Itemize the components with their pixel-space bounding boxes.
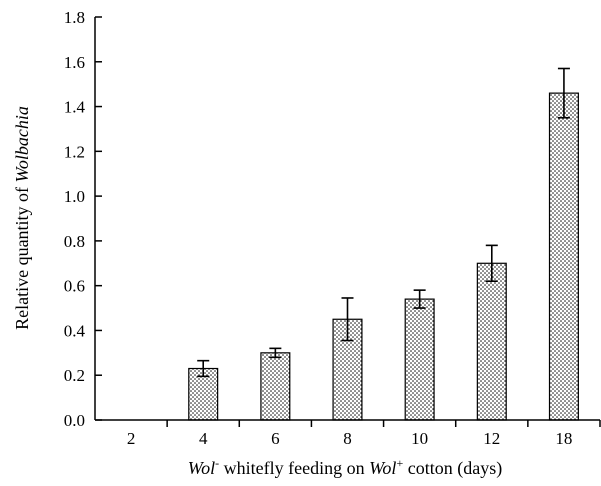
y-tick-label: 1.4: [64, 98, 86, 117]
bar: [548, 92, 579, 421]
x-tick-label: 2: [127, 429, 136, 448]
y-tick-label: 1.2: [64, 142, 85, 161]
x-axis-title-mid: whitefly feeding on: [219, 458, 369, 478]
y-tick-label: 1.0: [64, 187, 85, 206]
x-axis-title-sup2: +: [396, 456, 403, 470]
y-axis: 0.0 0.2 0.4 0.6 0.8 1.0 1.2 1.4 1.6 1.8: [64, 8, 102, 430]
x-axis-title-sup1: -: [215, 456, 219, 470]
y-tick-label: 0.8: [64, 232, 85, 251]
x-axis: 2 4 6 8 10 12 18: [95, 419, 601, 448]
x-axis-title: Wol- whitefly feeding on Wol+ cotton (da…: [188, 456, 502, 479]
y-axis-title-italic: Wolbachia: [12, 106, 32, 182]
x-tick-label: 4: [199, 429, 208, 448]
bars-group: [188, 92, 579, 421]
x-axis-title-italic1: Wol: [188, 458, 215, 478]
error-bars-group: [197, 67, 570, 378]
y-axis-title-prefix: Relative quantity of: [12, 182, 32, 329]
y-tick-label: 0.2: [64, 366, 85, 385]
x-tick-label: 18: [555, 429, 572, 448]
x-tick-label: 8: [343, 429, 352, 448]
x-axis-title-suffix: cotton (days): [403, 458, 502, 479]
y-tick-label: 0.0: [64, 411, 85, 430]
y-tick-label: 0.6: [64, 277, 85, 296]
y-tick-label: 1.6: [64, 53, 85, 72]
x-tick-label: 6: [271, 429, 280, 448]
bar: [476, 262, 507, 421]
bar: [260, 352, 291, 421]
y-axis-title: Relative quantity of Wolbachia: [12, 106, 32, 330]
x-tick-label: 10: [411, 429, 428, 448]
x-tick-label: 12: [483, 429, 500, 448]
bar: [404, 298, 435, 421]
y-tick-label: 0.4: [64, 321, 86, 340]
x-axis-title-italic2: Wol: [369, 458, 396, 478]
y-tick-label: 1.8: [64, 8, 85, 27]
